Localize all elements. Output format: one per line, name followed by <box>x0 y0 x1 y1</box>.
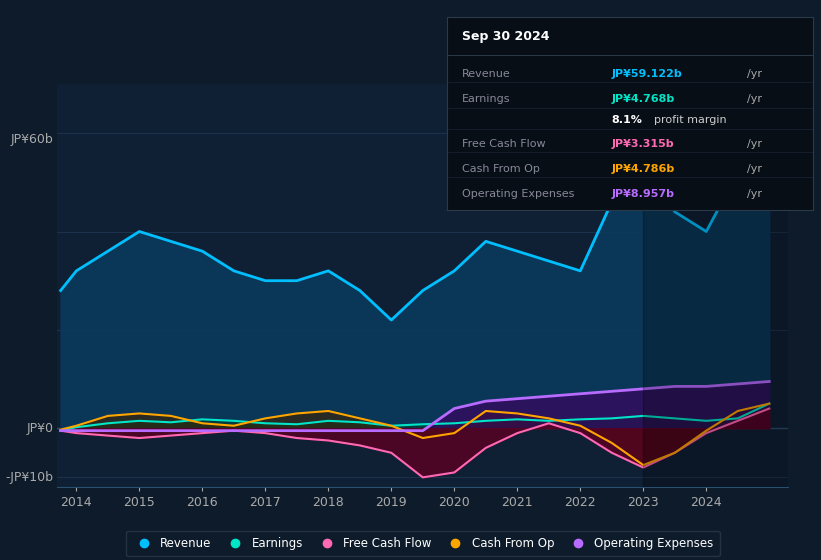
Text: Cash From Op: Cash From Op <box>462 164 540 174</box>
Text: Free Cash Flow: Free Cash Flow <box>462 138 546 148</box>
Text: JP¥4.768b: JP¥4.768b <box>612 94 675 104</box>
Text: Revenue: Revenue <box>462 69 511 79</box>
Text: JP¥60b: JP¥60b <box>11 133 54 146</box>
Text: /yr: /yr <box>747 189 762 199</box>
Text: JP¥8.957b: JP¥8.957b <box>612 189 675 199</box>
Legend: Revenue, Earnings, Free Cash Flow, Cash From Op, Operating Expenses: Revenue, Earnings, Free Cash Flow, Cash … <box>126 531 719 556</box>
Text: /yr: /yr <box>747 138 762 148</box>
Text: Earnings: Earnings <box>462 94 511 104</box>
Text: -JP¥10b: -JP¥10b <box>6 471 54 484</box>
Text: /yr: /yr <box>747 94 762 104</box>
Text: Operating Expenses: Operating Expenses <box>462 189 575 199</box>
Bar <box>644 84 800 487</box>
Text: JP¥59.122b: JP¥59.122b <box>612 69 682 79</box>
Text: profit margin: profit margin <box>654 115 727 125</box>
Text: /yr: /yr <box>747 69 762 79</box>
Text: /yr: /yr <box>747 164 762 174</box>
Text: JP¥3.315b: JP¥3.315b <box>612 138 675 148</box>
Text: JP¥0: JP¥0 <box>27 422 54 435</box>
Text: Sep 30 2024: Sep 30 2024 <box>462 30 549 43</box>
Text: JP¥4.786b: JP¥4.786b <box>612 164 675 174</box>
Text: 8.1%: 8.1% <box>612 115 643 125</box>
